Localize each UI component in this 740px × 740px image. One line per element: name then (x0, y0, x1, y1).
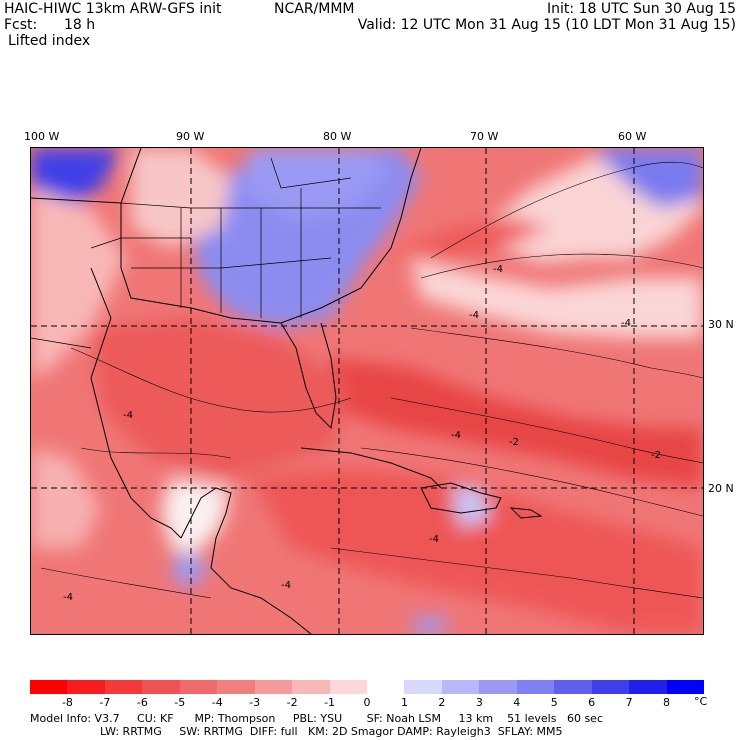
contour-label: -4 (493, 264, 503, 275)
contour-label: -2 (651, 450, 661, 461)
lat-label-20n: 20 N (708, 482, 734, 495)
lon-label-70w: 70 W (470, 130, 499, 143)
lon-label-80w: 80 W (323, 130, 352, 143)
colorbar-tick-label: -5 (174, 696, 186, 709)
colorbar-tick-label: -2 (286, 696, 298, 709)
colorbar-tick-label: -4 (211, 696, 223, 709)
colorbar-tick-label: 6 (588, 696, 596, 709)
fcst-label: Fcst: (4, 17, 38, 33)
contour-label: -4 (451, 430, 461, 441)
colorbar-tick-label: 3 (475, 696, 483, 709)
colorbar-unit: °C (694, 695, 708, 708)
lat-label-30n: 30 N (708, 318, 734, 331)
lifted-index-map: -4 -4 -2 -4 -4 -4 -4 -2 -4 -4 (30, 147, 704, 635)
colorbar-swatch (441, 680, 480, 694)
colorbar-tick-label: -8 (61, 696, 73, 709)
colorbar-tick-label: 2 (438, 696, 446, 709)
state-borders (31, 157, 381, 349)
contour-label: -2 (509, 437, 519, 448)
colorbar-tick-label: -1 (324, 696, 336, 709)
fcst-value: 18 h (64, 17, 96, 33)
title-center: NCAR/MMM (274, 1, 355, 17)
colorbar-tick-label: 1 (400, 696, 408, 709)
colorbar-swatch (217, 680, 256, 694)
graticule (31, 148, 703, 634)
colorbar-swatch (516, 680, 555, 694)
colorbar-swatch (554, 680, 593, 694)
colorbar-swatch (404, 680, 443, 694)
colorbar-tick-label: 5 (550, 696, 558, 709)
contour-label: -4 (63, 592, 73, 603)
lon-label-90w: 90 W (176, 130, 205, 143)
valid-time: Valid: 12 UTC Mon 31 Aug 15 (10 LDT Mon … (357, 17, 736, 33)
contour-label: -4 (429, 534, 439, 545)
init-time: Init: 18 UTC Sun 30 Aug 15 (547, 1, 736, 17)
contour-lines (40, 161, 703, 599)
colorbar-swatch (591, 680, 630, 694)
field-name: Lifted index (8, 33, 91, 49)
colorbar (30, 680, 705, 694)
colorbar-swatch (292, 680, 331, 694)
colorbar-swatch (666, 680, 705, 694)
model-info-line2: LW: RRTMG SW: RRTMG DIFF: full KM: 2D Sm… (100, 725, 563, 738)
colorbar-swatch (104, 680, 143, 694)
colorbar-swatch (179, 680, 218, 694)
colorbar-tick-label: 7 (625, 696, 633, 709)
lon-label-100w: 100 W (24, 130, 60, 143)
contour-label: -4 (469, 310, 479, 321)
colorbar-swatch (479, 680, 518, 694)
colorbar-swatch (329, 680, 368, 694)
colorbar-tick-label: -6 (136, 696, 148, 709)
colorbar-swatch (254, 680, 293, 694)
colorbar-swatch (629, 680, 668, 694)
lon-label-60w: 60 W (618, 130, 647, 143)
colorbar-tick-label: 8 (663, 696, 671, 709)
colorbar-swatch (30, 680, 68, 694)
colorbar-tick-label: -3 (249, 696, 261, 709)
colorbar-tick-label: 4 (513, 696, 521, 709)
title-left: HAIC-HIWC 13km ARW-GFS init (4, 1, 222, 17)
colorbar-swatch (367, 680, 405, 694)
colorbar-swatch (67, 680, 106, 694)
colorbar-swatch (142, 680, 181, 694)
contour-label: -4 (621, 318, 631, 329)
field-shading (31, 148, 703, 634)
contour-label: -4 (281, 580, 291, 591)
colorbar-tick-label: -7 (99, 696, 111, 709)
colorbar-tick-label: 0 (363, 696, 371, 709)
model-info-line1: Model Info: V3.7 CU: KF MP: Thompson PBL… (30, 712, 603, 725)
map-canvas: -4 -4 -2 -4 -4 -4 -4 -2 -4 -4 (31, 148, 703, 634)
contour-label: -4 (123, 410, 133, 421)
